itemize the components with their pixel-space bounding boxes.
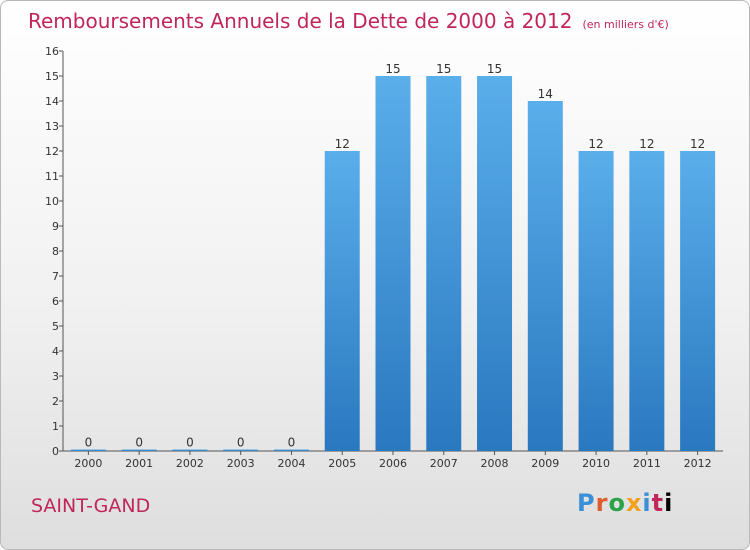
data-label: 12 [588,137,603,151]
data-label: 12 [639,137,654,151]
y-tick-label: 9 [52,220,59,233]
x-tick-label: 2002 [176,457,204,470]
y-tick-label: 5 [52,320,59,333]
bar [629,151,665,451]
y-tick-label: 16 [45,45,59,58]
x-tick-label: 2003 [227,457,255,470]
bar [273,449,309,451]
data-label: 0 [288,436,296,450]
bar [172,449,208,451]
logo-letter: o [608,489,626,517]
data-label: 0 [135,436,143,450]
data-label: 12 [335,137,350,151]
y-tick-label: 6 [52,295,59,308]
x-tick-label: 2001 [125,457,153,470]
y-tick-label: 13 [45,120,59,133]
bar [324,151,360,451]
data-label: 15 [487,62,502,76]
x-tick-label: 2009 [531,457,559,470]
data-label: 14 [538,87,553,101]
bar [70,449,106,451]
y-tick-label: 12 [45,145,59,158]
bar [375,76,411,451]
y-tick-label: 2 [52,395,59,408]
data-label: 15 [385,62,400,76]
bar [121,449,157,451]
logo-letter: i [664,489,674,517]
x-tick-label: 2000 [74,457,102,470]
bar [223,449,259,451]
x-tick-label: 2007 [430,457,458,470]
bar [426,76,462,451]
bar [477,76,513,451]
title-text: Remboursements Annuels de la Dette de 20… [28,9,573,33]
x-tick-label: 2011 [633,457,661,470]
data-label: 12 [690,137,705,151]
data-label: 0 [186,436,194,450]
logo-letter: t [651,489,665,517]
y-tick-label: 11 [45,170,59,183]
y-tick-label: 0 [52,445,59,458]
logo-letter: P [577,489,596,517]
proxiti-logo: Proxiti [577,489,673,517]
y-tick-label: 1 [52,420,59,433]
bar [578,151,614,451]
chart-title: Remboursements Annuels de la Dette de 20… [28,9,669,33]
logo-letter: r [595,489,609,517]
y-tick-label: 7 [52,270,59,283]
bar [680,151,716,451]
data-label: 0 [237,436,245,450]
unit-text: (en milliers d'€) [582,18,669,31]
x-tick-label: 2004 [277,457,305,470]
x-tick-label: 2008 [481,457,509,470]
data-label: 0 [85,436,93,450]
logo-letter: x [625,489,643,517]
data-label: 15 [436,62,451,76]
x-tick-label: 2010 [582,457,610,470]
y-tick-label: 10 [45,195,59,208]
y-tick-label: 15 [45,70,59,83]
y-tick-label: 4 [52,345,59,358]
logo-letter: i [642,489,652,517]
x-tick-label: 2005 [328,457,356,470]
commune-name: SAINT-GAND [31,495,151,517]
y-tick-label: 3 [52,370,59,383]
x-tick-label: 2006 [379,457,407,470]
y-tick-label: 14 [45,95,59,108]
x-tick-label: 2012 [684,457,712,470]
y-tick-label: 8 [52,245,59,258]
bar [527,101,563,451]
